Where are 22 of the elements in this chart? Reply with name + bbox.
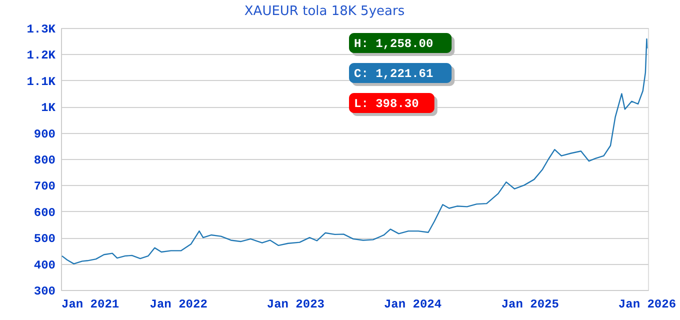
y-tick-label: 300 bbox=[34, 284, 56, 298]
y-tick-label: 700 bbox=[34, 180, 56, 194]
y-tick-label: 400 bbox=[34, 258, 56, 272]
y-tick-label: 500 bbox=[34, 232, 56, 246]
y-tick-label: 800 bbox=[34, 154, 56, 168]
x-tick-label: Jan 2021 bbox=[62, 298, 120, 312]
y-tick-label: 1.2K bbox=[26, 48, 56, 63]
line-series bbox=[61, 38, 648, 264]
annotation: C: 1,221.61 bbox=[354, 67, 434, 81]
x-tick-label: Jan 2025 bbox=[501, 298, 559, 312]
annotation: L: 398.30 bbox=[354, 97, 419, 111]
y-tick-label: 1.1K bbox=[26, 74, 56, 89]
annotation: H: 1,258.00 bbox=[354, 37, 434, 51]
y-tick-label: 1K bbox=[41, 101, 56, 116]
x-tick-label: Jan 2022 bbox=[150, 298, 208, 312]
y-tick-label: 1.3K bbox=[26, 22, 56, 36]
x-tick-label: Jan 2026 bbox=[618, 298, 676, 312]
chart-title: XAUEUR tola 18K 5years bbox=[244, 4, 405, 19]
y-tick-label: 900 bbox=[34, 127, 56, 142]
x-tick-label: Jan 2023 bbox=[266, 298, 324, 312]
y-tick-label: 600 bbox=[34, 206, 56, 220]
x-tick-label: Jan 2024 bbox=[384, 298, 442, 312]
